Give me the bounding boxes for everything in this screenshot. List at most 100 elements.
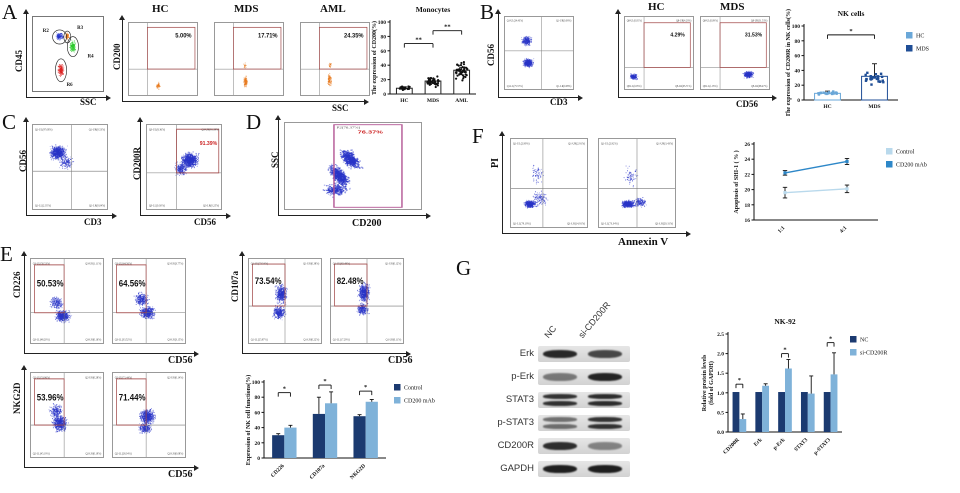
axis-label-cd56-e3: CD56 (168, 469, 193, 480)
svg-text:0: 0 (383, 92, 386, 98)
svg-text:60: 60 (381, 49, 387, 55)
svg-text:80: 80 (795, 39, 801, 45)
plot-title-b-hc: HC (648, 1, 665, 13)
svg-text:20: 20 (381, 78, 387, 84)
svg-text:The expression of CD200R in NK: The expression of CD200R in NK cells(%) (785, 9, 792, 116)
axis-label-cd3-c: CD3 (84, 217, 102, 227)
svg-text:**: ** (444, 24, 451, 31)
flow-plot-a-mds: 17.71% (214, 22, 284, 96)
svg-text:Q1-LR(0.04%): Q1-LR(0.04%) (89, 203, 105, 207)
western-blot: NC si-CD200R Erk p-Erk STAT3 p-STAT3 CD200R GAP… (492, 296, 642, 488)
blot-band (543, 465, 577, 473)
svg-text:Q8-LR(68.47%): Q8-LR(68.47%) (751, 85, 767, 88)
svg-text:**: ** (415, 37, 422, 44)
blot-column-label: NC (542, 323, 559, 340)
svg-text:MDS: MDS (427, 98, 439, 104)
blot-band (543, 424, 577, 429)
flow-plot-a-aml: 24.35% (300, 22, 370, 96)
flow-plot-b-mds: Q8-UL(0.09%) Q8-UR(31.53%) Q8-LL(1.05%) Q8-… (700, 16, 770, 90)
svg-text:80: 80 (381, 34, 387, 40)
svg-text:Q8-UL(0.09%): Q8-UL(0.09%) (703, 20, 718, 23)
blot-band (588, 350, 622, 358)
blot-band (588, 373, 622, 381)
blot-column-label: si-CD200R (576, 299, 613, 340)
blot-band (588, 465, 622, 473)
svg-text:Q1-UR(0.09%): Q1-UR(0.09%) (556, 20, 571, 23)
svg-text:HC: HC (916, 34, 924, 40)
flow-plot-cd226-1: Q3-UL(50.53%) Q3-UR(1.11%) Q3-LL(48.20%) Q3… (30, 258, 104, 344)
axis-label-cd45: CD45 (14, 50, 24, 72)
svg-text:4.29%: 4.29% (670, 32, 685, 38)
axes-b2 (615, 9, 777, 101)
axes-e-nkg2d (21, 365, 199, 471)
panel-label-c: C (2, 110, 17, 134)
svg-text:31.53%: 31.53% (745, 32, 763, 38)
plot-title-aml: AML (320, 3, 346, 15)
svg-text:Q8-UR(4.29%): Q8-UR(4.29%) (676, 20, 691, 23)
svg-text:17.71%: 17.71% (258, 33, 278, 39)
svg-text:Q1-UL(24.43%): Q1-UL(24.43%) (507, 20, 523, 23)
svg-text:HC: HC (400, 98, 408, 104)
blot-band (588, 401, 622, 406)
blot-row-label: p-Erk (511, 371, 534, 382)
flow-plot-nkg2d-1: Q2-UL(53.96%) Q2-UR(0.28%) Q2-LL(45.19%) Q2… (30, 372, 104, 458)
axes-e-cd226 (21, 251, 199, 357)
axes-b1 (495, 9, 583, 101)
axis-label-nkg2d: NKG2D (12, 382, 22, 415)
panel-label-e: E (0, 242, 13, 266)
flow-plot-cd226-2: Q3-UL(64.56%) Q3-UR(3.77%) Q3-LL(33.52%) Q3… (112, 258, 186, 344)
plot-title-mds: MDS (234, 3, 259, 15)
axis-label-annexin-v: Annexin V (618, 236, 669, 248)
axis-label-cd56-b2: CD56 (736, 99, 758, 109)
svg-text:R6: R6 (67, 82, 73, 88)
panel-label-b: B (480, 0, 495, 24)
blot-band (543, 373, 577, 381)
axis-label-cd56-e2: CD56 (388, 355, 413, 366)
blot-row-label: STAT3 (505, 394, 534, 405)
flow-plot-b-hc: Q8-UL(0.05%) Q8-UR(4.29%) Q8-LL(0.05%) Q8-L… (624, 16, 694, 90)
flow-plot-nkg2d-2: Q2-UL(71.44%) Q2-UR(0.14%) Q2-LL(28.34%) Q2… (112, 372, 186, 458)
svg-text:Q1-LL(2.35%): Q1-LL(2.35%) (35, 203, 51, 207)
flow-plot-c2: Q3-UL(8.36%) Q3-UR(91.39%) Q3-LL(0.30%) Q3-… (146, 124, 222, 210)
blot-band (543, 350, 577, 358)
axis-label-cd56-b: CD56 (486, 44, 496, 66)
chart-monocytes: 0 20 40 60 80 100 The expression of CD200(%) Mo… (364, 6, 482, 112)
flow-plot-b-cd56-cd3: Q1-UL(24.43%) Q1-UR(0.09%) Q1-LL(75.57%) Q1… (504, 16, 574, 90)
svg-text:0: 0 (797, 98, 800, 104)
panel-label-a: A (2, 0, 18, 24)
axis-label-pi: PI (490, 158, 501, 168)
blot-band (543, 442, 577, 450)
blot-row-label: CD200R (497, 440, 534, 451)
flow-plot-a-gating: R2 R3 R4 R6 (32, 16, 104, 92)
svg-text:Q1-LR(0.08%): Q1-LR(0.08%) (556, 85, 571, 88)
axis-label-ssc-a1: SSC (80, 97, 97, 107)
chart-nk-cells: 0 20 40 60 80 100 The expression of CD200R in … (778, 4, 960, 116)
svg-text:40: 40 (795, 68, 801, 74)
svg-text:24.35%: 24.35% (344, 33, 364, 39)
svg-text:Q8-LR(95.71%): Q8-LR(95.71%) (675, 85, 691, 88)
svg-text:20: 20 (795, 83, 801, 89)
svg-text:The expression of CD200(%): The expression of CD200(%) (371, 21, 378, 95)
axes-f (499, 131, 691, 237)
axis-label-cd3-b: CD3 (550, 97, 568, 107)
blot-strip (538, 369, 630, 385)
svg-text:Q1-UR(0.53%): Q1-UR(0.53%) (89, 127, 105, 131)
svg-text:60: 60 (795, 54, 801, 60)
svg-text:Q1-UL(97.08%): Q1-UL(97.08%) (35, 127, 53, 131)
blot-band (588, 442, 622, 450)
flow-plot-d: P2(76.37%) 76.37% (284, 122, 422, 210)
axis-label-cd107a: CD107a (230, 271, 240, 302)
blot-row-label: Erk (519, 348, 534, 359)
axis-label-cd56-e1: CD56 (168, 355, 193, 366)
axes-a-gating (23, 9, 111, 101)
svg-text:5.00%: 5.00% (175, 33, 192, 39)
svg-text:Monocytes: Monocytes (416, 6, 451, 14)
svg-text:R4: R4 (88, 54, 94, 60)
blot-row-label: GAPDH (500, 463, 534, 474)
axes-a-flow (119, 15, 369, 105)
blot-row-label: p-STAT3 (497, 417, 534, 428)
blot-band (588, 417, 622, 422)
flow-plot-c1: Q1-UL(97.08%) Q1-UR(0.53%) Q1-LL(2.35%) Q1-… (32, 124, 108, 210)
blot-band (543, 417, 577, 422)
blot-strip (538, 461, 630, 477)
